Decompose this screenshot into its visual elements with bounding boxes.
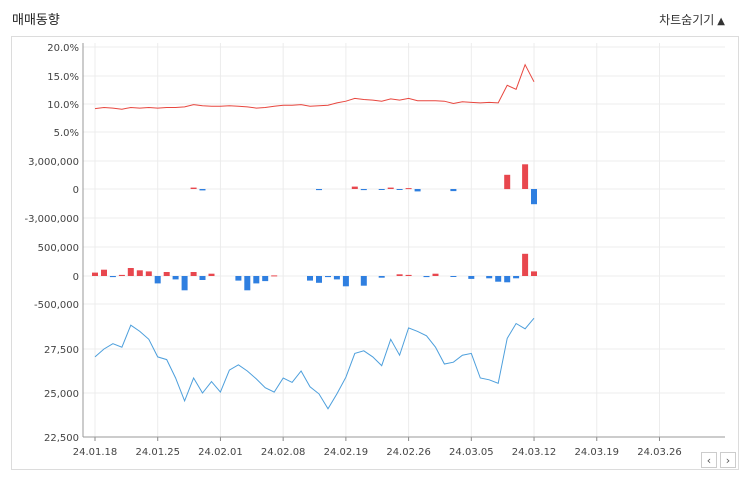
net-buy-bar	[504, 276, 511, 283]
net-buy-bar	[208, 273, 215, 276]
net-buy-bar	[163, 272, 170, 276]
net-buy-bar	[342, 276, 349, 287]
volume-bar	[450, 189, 457, 192]
net-buy-bar	[396, 274, 403, 276]
net-buy-bar	[378, 276, 385, 278]
net-buy-bar	[423, 276, 430, 278]
net-buy-bar	[468, 276, 475, 279]
ratio-series-line	[94, 63, 535, 110]
net-buy-bar	[271, 275, 278, 277]
chart-frame	[11, 36, 739, 470]
y-tick-label: -3,000,000	[24, 214, 79, 225]
volume-bar	[405, 188, 412, 190]
toggle-label: 차트숨기기	[659, 13, 715, 27]
chart-prev-button[interactable]: ‹	[701, 452, 717, 468]
net-buy-bar	[145, 271, 152, 276]
volume-bar	[199, 189, 206, 191]
x-tick-label: 24.01.18	[73, 447, 118, 458]
net-buy-bar	[450, 276, 457, 277]
net-buy-bar	[495, 276, 502, 282]
net-buy-bar	[333, 276, 340, 280]
net-buy-bar	[262, 276, 269, 282]
net-buy-bar	[325, 276, 331, 278]
x-tick-label: 24.03.12	[512, 447, 557, 458]
net-buy-bar	[136, 270, 143, 276]
y-tick-label: 10.0%	[47, 100, 79, 111]
net-buy-bar	[181, 276, 188, 291]
x-tick-label: 24.02.19	[324, 447, 369, 458]
net-buy-bar	[405, 274, 412, 276]
triangle-up-icon: ▲	[717, 16, 725, 27]
net-buy-bar	[118, 274, 125, 276]
net-buy-bar	[172, 276, 179, 280]
y-tick-label: 0	[73, 272, 79, 283]
y-tick-label: 5.0%	[54, 128, 79, 139]
x-tick-label: 24.03.26	[637, 447, 682, 458]
net-buy-bar	[235, 276, 242, 281]
volume-bar	[531, 189, 537, 205]
y-tick-label: 25,000	[44, 389, 79, 400]
x-tick-label: 24.01.25	[135, 447, 180, 458]
net-buy-bar	[109, 276, 116, 278]
net-buy-bar	[360, 276, 367, 286]
net-buy-bar	[432, 273, 439, 276]
volume-bar	[414, 189, 421, 192]
net-buy-bar	[253, 276, 260, 284]
net-buy-bar	[307, 276, 313, 281]
net-buy-bar	[244, 276, 251, 291]
volume-bar	[522, 164, 529, 189]
y-tick-label: -500,000	[34, 300, 79, 311]
hide-chart-toggle[interactable]: 차트숨기기 ▲	[659, 11, 725, 28]
x-tick-label: 24.02.26	[386, 447, 431, 458]
net-buy-bar	[92, 272, 98, 276]
net-buy-bar	[199, 276, 206, 280]
y-tick-label: 27,500	[44, 345, 79, 356]
volume-bar	[387, 187, 394, 189]
y-tick-label: 3,000,000	[28, 157, 79, 168]
net-buy-bar	[513, 276, 520, 279]
net-buy-bar	[127, 268, 134, 276]
volume-bar	[360, 189, 367, 191]
x-tick-label: 24.03.19	[574, 447, 619, 458]
volume-bar	[504, 174, 511, 190]
net-buy-bar	[316, 276, 322, 283]
net-buy-bar	[531, 271, 537, 276]
y-tick-label: 20.0%	[47, 43, 79, 54]
volume-bar	[316, 189, 322, 191]
y-tick-label: 15.0%	[47, 72, 79, 83]
y-tick-label: 0	[73, 185, 79, 196]
y-tick-label: 500,000	[38, 243, 79, 254]
x-tick-label: 24.02.08	[261, 447, 306, 458]
volume-bar	[351, 186, 358, 189]
volume-bar	[378, 189, 385, 190]
net-buy-bar	[190, 272, 197, 276]
net-buy-bar	[522, 253, 529, 276]
net-buy-bar	[486, 276, 493, 279]
price-series-line	[94, 317, 535, 410]
x-tick-label: 24.03.05	[449, 447, 494, 458]
net-buy-bar	[154, 276, 161, 284]
volume-bar	[396, 189, 403, 190]
x-tick-label: 24.02.01	[198, 447, 243, 458]
net-buy-bar	[101, 269, 107, 276]
chart-next-button[interactable]: ›	[720, 452, 736, 468]
y-tick-label: 22,500	[44, 433, 79, 444]
volume-bar	[190, 187, 197, 189]
page-title: 매매동향	[12, 13, 60, 28]
